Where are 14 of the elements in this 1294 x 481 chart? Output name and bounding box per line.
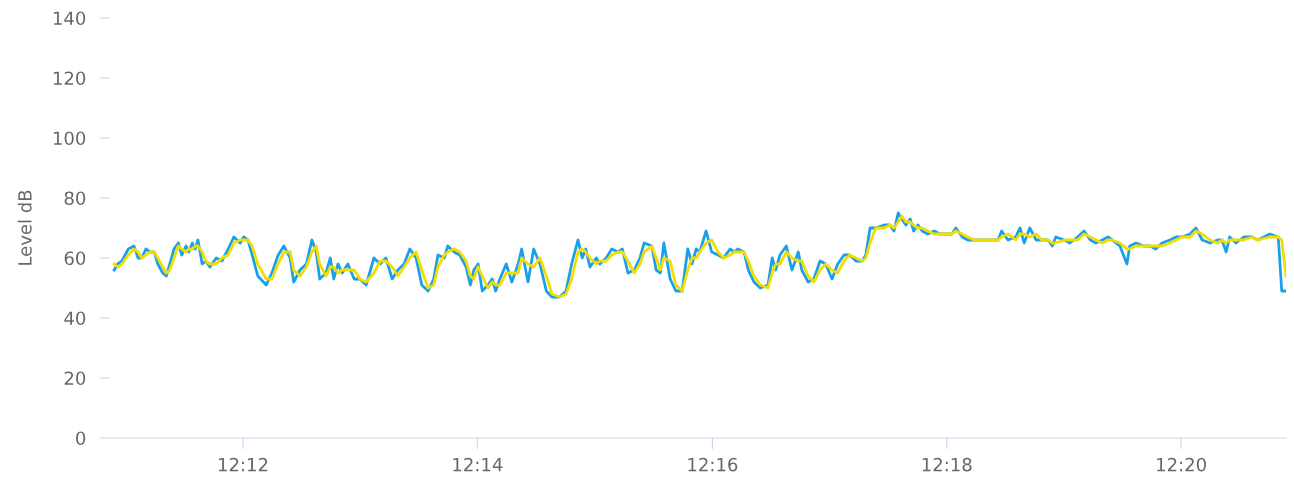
y-tick-label: 140 [53, 11, 86, 26]
y-tick-label: 80 [64, 191, 86, 206]
x-tick-label: 12:14 [453, 457, 503, 472]
y-tick-label: 60 [64, 251, 86, 266]
y-tick-label: 20 [64, 371, 86, 386]
y-tick-label: 120 [53, 71, 86, 86]
x-tick-label: 12:20 [1157, 457, 1206, 472]
y-axis-title: Level dB [17, 190, 32, 265]
y-tick-label: 0 [76, 431, 86, 446]
x-tick-label: 12:18 [922, 457, 972, 472]
y-tick-label: 100 [53, 131, 86, 146]
x-tick-label: 12:12 [218, 457, 268, 472]
x-tick-label: 12:16 [688, 457, 738, 472]
y-tick-label: 40 [64, 311, 86, 326]
